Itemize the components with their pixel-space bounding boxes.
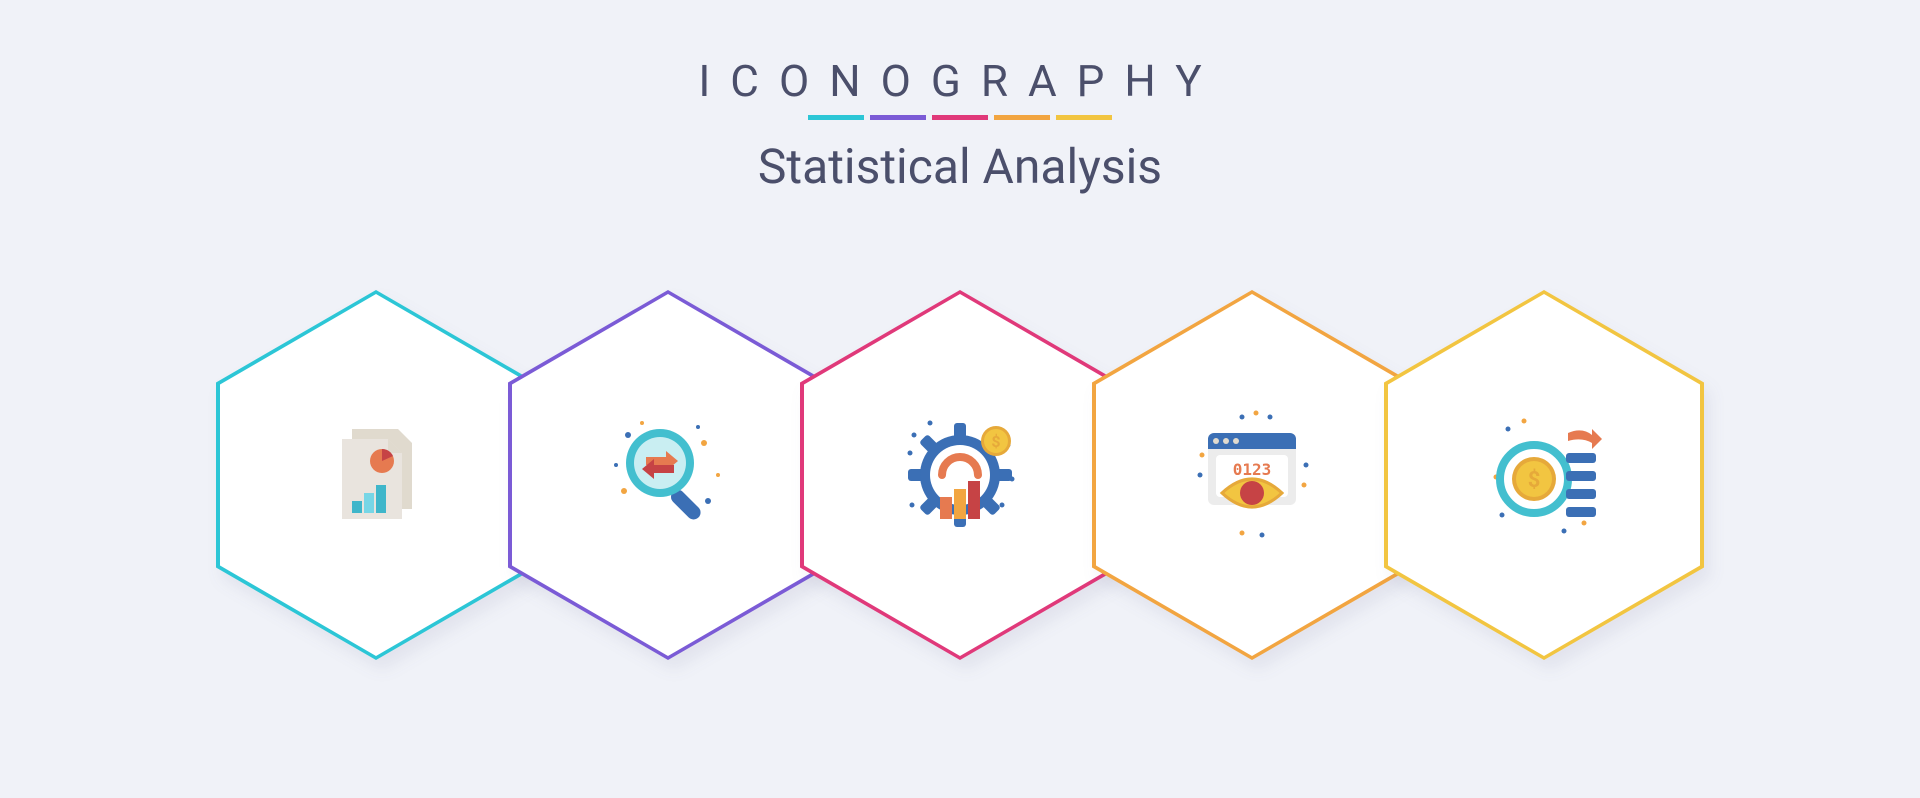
svg-text:$: $	[991, 432, 1000, 451]
search-transfer-icon	[598, 405, 738, 545]
page-subtitle: Statistical Analysis	[698, 138, 1221, 195]
hex-card-3: 0123	[1092, 290, 1412, 660]
icon-row: $ 0123 $	[216, 290, 1704, 660]
palette-seg-0	[808, 115, 864, 120]
palette-bar	[698, 115, 1221, 120]
business-gear-icon: $	[890, 405, 1030, 545]
palette-seg-3	[994, 115, 1050, 120]
svg-text:0123: 0123	[1233, 460, 1272, 479]
header: ICONOGRAPHY Statistical Analysis	[698, 55, 1221, 195]
money-flow-icon: $	[1474, 405, 1614, 545]
hex-card-4: $	[1384, 290, 1704, 660]
palette-seg-2	[932, 115, 988, 120]
palette-seg-4	[1056, 115, 1112, 120]
hex-card-0	[216, 290, 536, 660]
page-top-title: ICONOGRAPHY	[698, 55, 1221, 107]
hex-card-2: $	[800, 290, 1120, 660]
report-document-icon	[306, 405, 446, 545]
web-view-counter-icon: 0123	[1182, 405, 1322, 545]
palette-seg-1	[870, 115, 926, 120]
hex-card-1	[508, 290, 828, 660]
svg-text:$: $	[1528, 468, 1541, 493]
